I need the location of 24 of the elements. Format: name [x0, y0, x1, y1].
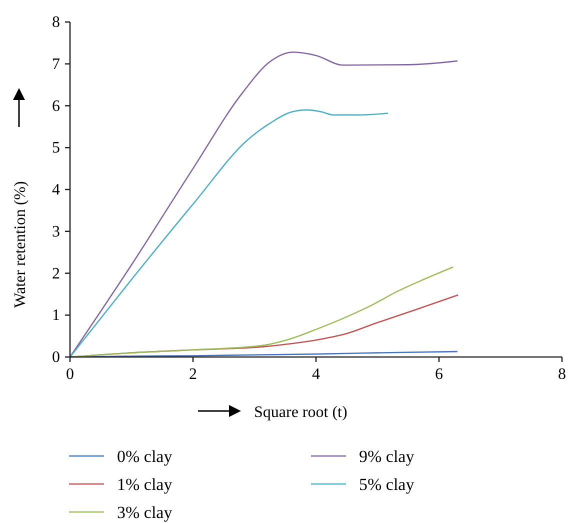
legend-label: 1% clay — [117, 475, 173, 494]
y-axis-title: Water retention (%) — [12, 181, 29, 308]
y-tick-label: 8 — [52, 14, 60, 31]
legend-label: 3% clay — [117, 503, 173, 522]
legend-label: 0% clay — [117, 447, 173, 466]
y-tick-label: 4 — [52, 182, 60, 198]
y-tick-label: 0 — [52, 349, 60, 366]
line-series — [69, 266, 454, 358]
y-tick-label: 5 — [52, 140, 60, 157]
x-tick-label: 8 — [558, 366, 566, 383]
y-tick-label: 3 — [52, 223, 60, 240]
x-tick-label: 2 — [189, 366, 197, 383]
x-tick-label: 0 — [66, 366, 74, 383]
line-series — [69, 52, 458, 358]
y-tick-label: 7 — [52, 56, 60, 73]
legend-label: 5% clay — [359, 475, 415, 494]
x-axis-title: Square root (t) — [254, 404, 348, 421]
legend-label: 9% clay — [359, 447, 415, 466]
y-tick-label: 2 — [52, 265, 60, 282]
y-tick-label: 1 — [52, 307, 60, 324]
y-tick-label: 6 — [52, 98, 60, 115]
x-tick-label: 4 — [312, 366, 320, 383]
line-series — [69, 109, 389, 358]
x-tick-label: 6 — [435, 366, 443, 383]
